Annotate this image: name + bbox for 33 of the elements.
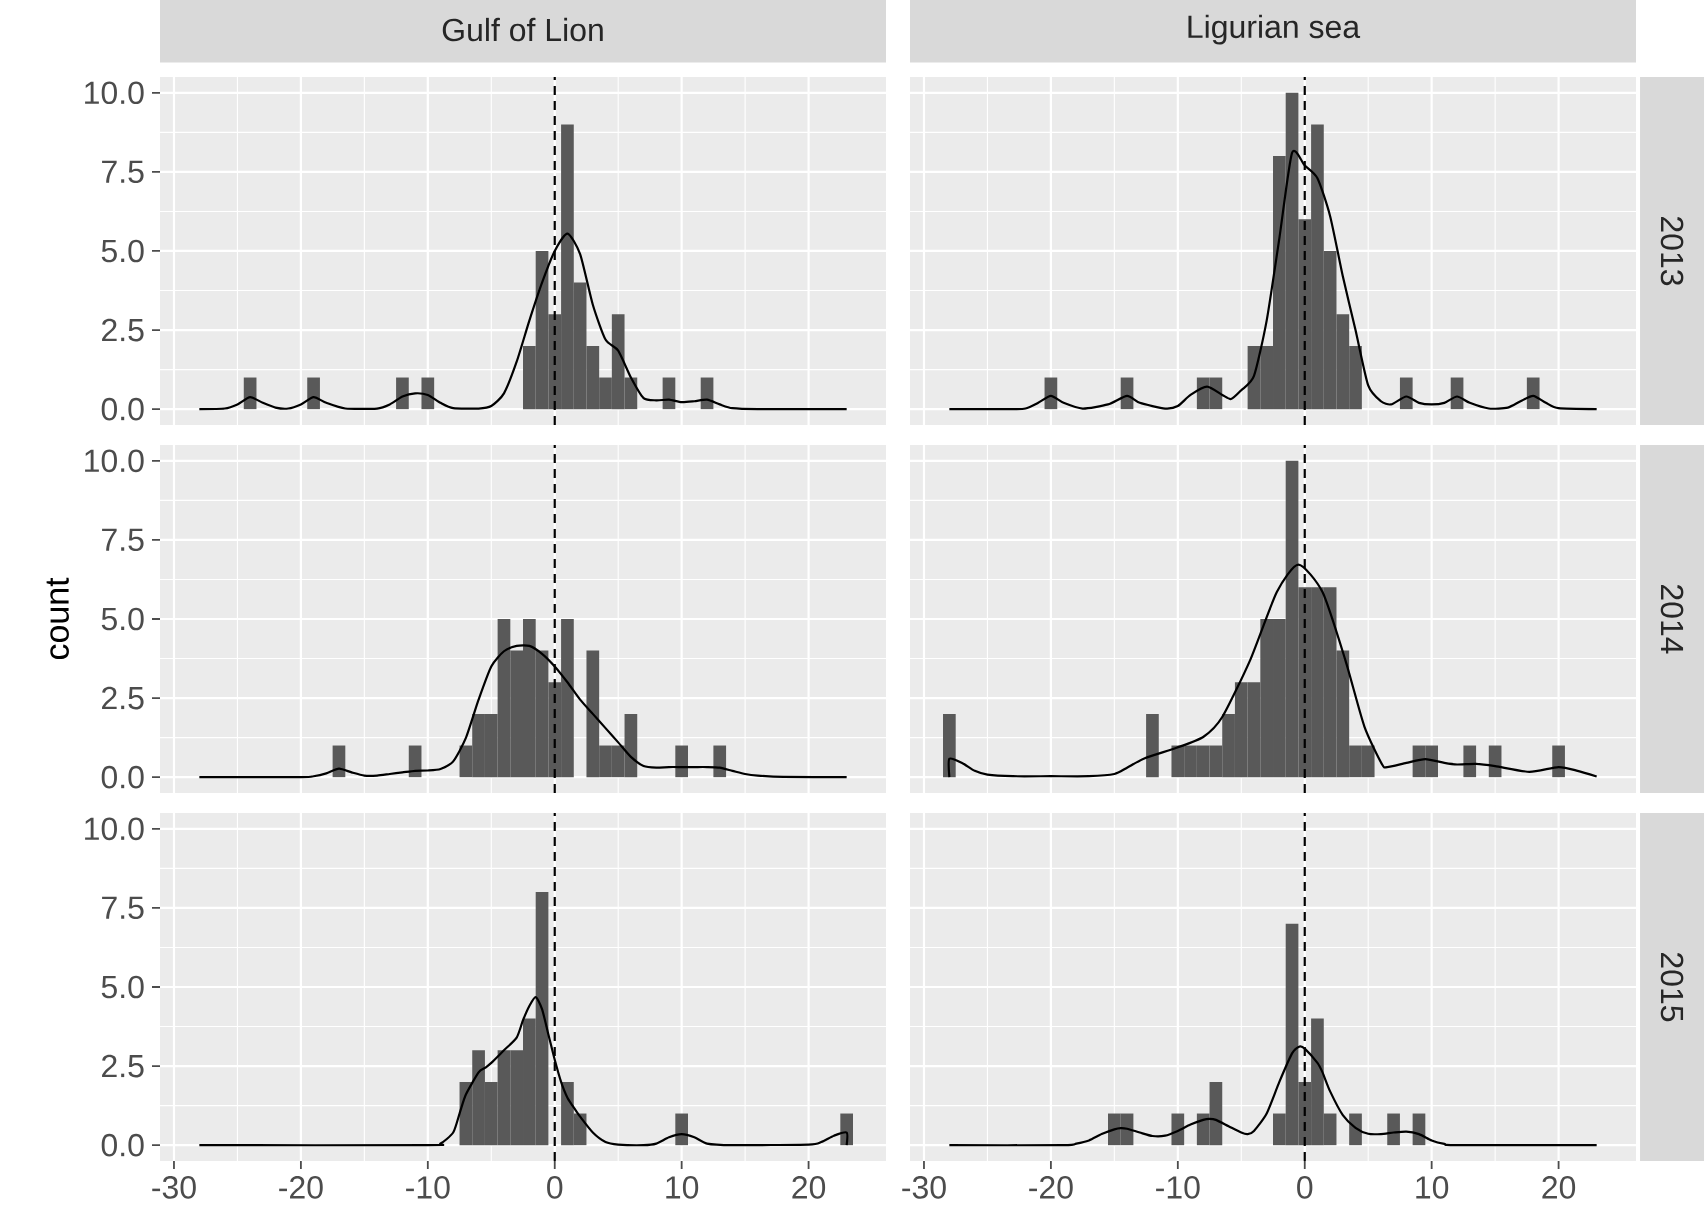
x-tick-label: 0 [1297,1176,1313,1199]
x-tick-label: 20 [792,1176,826,1199]
y-tick-label: 10.0 [85,449,144,473]
y-tick-label: 2.5 [102,686,144,710]
y-tick-label: 7.5 [102,528,144,552]
x-tick-label: 10 [1416,1176,1449,1199]
y-tick-label: 5.0 [101,975,144,999]
x-tick-label: -20 [279,1176,323,1199]
chart-title: Ligurian sea [1188,14,1361,45]
x-tick-label: 10 [666,1176,699,1199]
y-tick-label: 0.0 [101,397,144,421]
chart-title: Gulf of Lion [442,17,603,42]
x-tick-label: -30 [152,1176,196,1199]
y-tick-label: 5.0 [101,239,144,263]
y-tick-label: 0.0 [101,765,144,789]
x-tick-label: -10 [1156,1176,1200,1199]
y2-axis-title: 2013 [1660,216,1684,286]
y-tick-label: 5.0 [101,607,144,631]
y2-axis-title: 2014 [1660,584,1684,654]
x-tick-label: -10 [406,1176,450,1199]
y-tick-label: 10.0 [85,817,144,841]
x-tick-label: -30 [902,1176,946,1199]
y2-axis-title: 2015 [1660,952,1684,1022]
y-tick-label: 7.5 [102,896,144,920]
y-tick-label: 0.0 [101,1133,144,1157]
y-tick-label: 10.0 [85,81,144,105]
y-tick-label: 7.5 [102,160,144,184]
y-tick-label: 2.5 [102,318,144,342]
x-tick-label: 0 [547,1176,563,1199]
x-tick-label: -20 [1029,1176,1073,1199]
y-axis-title: count [46,577,69,660]
y-tick-label: 2.5 [102,1054,144,1078]
x-tick-label: 20 [1542,1176,1576,1199]
